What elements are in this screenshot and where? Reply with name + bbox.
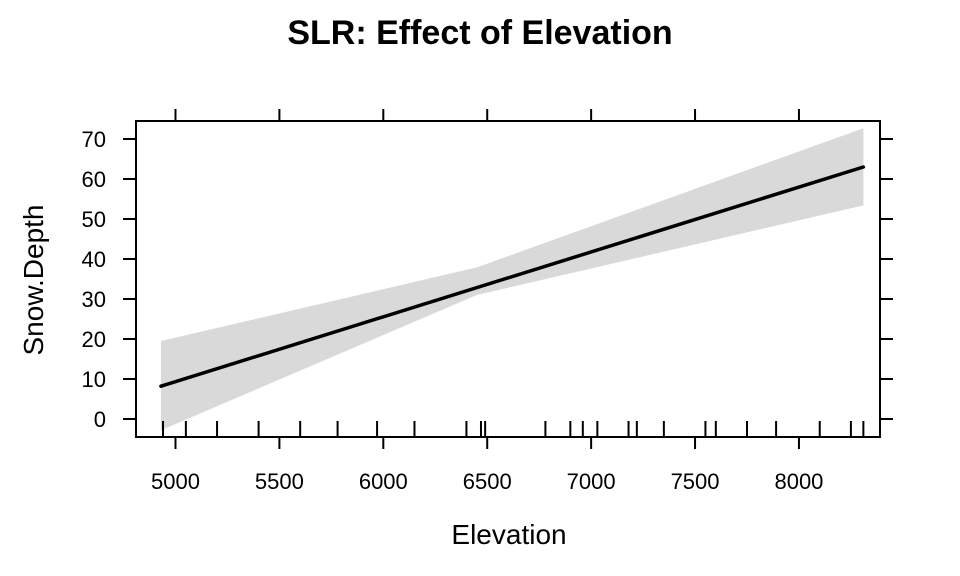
y-tick-label: 40 [82,247,106,272]
x-tick-label: 6500 [463,469,512,494]
y-tick-label: 60 [82,167,106,192]
y-tick-label: 10 [82,367,106,392]
y-tick-label: 30 [82,287,106,312]
x-tick-label: 6000 [359,469,408,494]
x-tick-label: 5500 [255,469,304,494]
axes: 5000 5500 6000 6500 7000 7500 8000 0 10 20 30 40 50 6… [82,109,893,494]
x-tick-label: 7500 [671,469,720,494]
y-tick-label: 20 [82,327,106,352]
chart-title: SLR: Effect of Elevation [287,14,672,52]
plot-area [159,128,866,437]
plot-frame [135,120,881,438]
y-tick-label: 70 [82,127,106,152]
y-axis-label: Snow.Depth [18,205,49,356]
confidence-band [160,128,864,431]
x-tick-label: 7000 [567,469,616,494]
x-tick-label: 5000 [151,469,200,494]
y-tick-label: 0 [94,407,106,432]
x-axis-label: Elevation [451,519,566,550]
fit-line [159,165,866,388]
x-tick-label: 8000 [774,469,823,494]
y-tick-label: 50 [82,207,106,232]
